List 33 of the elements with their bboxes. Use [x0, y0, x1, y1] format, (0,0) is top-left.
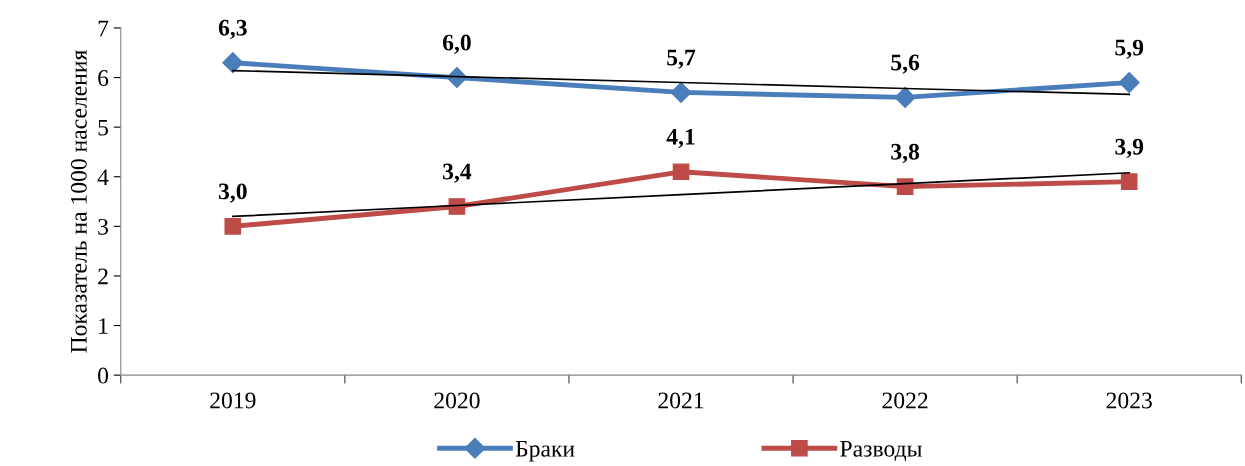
y-tick-label: 3 — [98, 218, 109, 235]
x-tick-label: 2020 — [434, 392, 480, 409]
x-tick-label: 2021 — [658, 392, 704, 409]
data-label: 5,6 — [891, 54, 920, 74]
legend-label: Разводы — [840, 441, 922, 462]
data-label: 5,9 — [1115, 39, 1144, 59]
y-tick-label: 1 — [99, 318, 108, 334]
data-label: 6,3 — [218, 19, 247, 40]
y-tick-label: 4 — [97, 169, 109, 185]
data-label: 5,7 — [667, 49, 696, 69]
data-label: 3,0 — [218, 183, 247, 203]
point — [222, 52, 244, 74]
point — [672, 163, 690, 181]
legend-label: Браки — [515, 441, 575, 462]
point — [224, 218, 242, 235]
y-tick-label: 5 — [98, 119, 109, 136]
data-label: 3,4 — [443, 163, 472, 183]
point — [894, 86, 916, 108]
y-tick-label: 6 — [98, 70, 109, 86]
y-tick-label: 7 — [98, 20, 109, 37]
point — [1118, 71, 1140, 94]
data-label: 3,8 — [891, 143, 920, 164]
data-label: 6,0 — [442, 34, 471, 54]
x-tick-label: 2022 — [882, 392, 928, 409]
y-axis-title: Показатель на 1000 населения — [70, 50, 87, 353]
x-tick-label: 2023 — [1106, 392, 1152, 409]
y-tick-label: 2 — [98, 268, 108, 285]
point — [670, 81, 692, 103]
data-label: 4,1 — [666, 128, 695, 149]
y-tick-label: 0 — [98, 367, 109, 384]
x-tick-label: 2019 — [210, 392, 256, 409]
data-label: 3,9 — [1115, 138, 1144, 159]
point — [1120, 173, 1138, 191]
